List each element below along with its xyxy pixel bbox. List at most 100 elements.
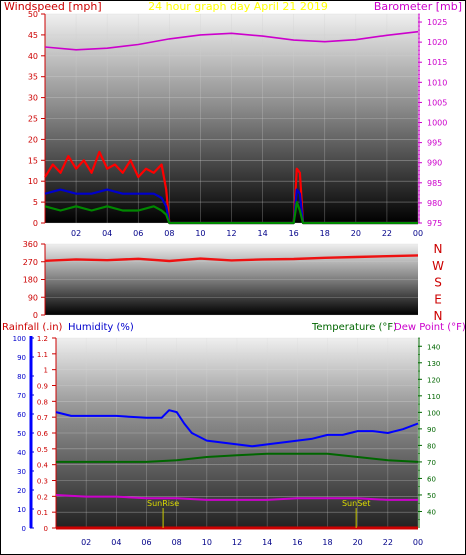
wind_gust-line — [44, 150, 418, 225]
temperature-title: Temperature (°F) — [311, 322, 397, 333]
temperature-axis: 40 50 60 70 80 90 100 110 120 130 140 — [418, 337, 440, 528]
panel-3-time-axis: 02 04 06 08 10 12 14 16 18 20 22 00 — [81, 538, 423, 547]
panel-3-series — [55, 409, 419, 530]
windspeed-tick-label: 25 — [28, 115, 38, 124]
rain-tick-label: 0 — [44, 525, 48, 533]
sunset-label: SunSet — [342, 499, 370, 508]
barometer-tick-label: 1005 — [427, 98, 447, 107]
panel-1-series — [44, 30, 419, 225]
humidity-tick-label: 30 — [17, 468, 26, 476]
time-tick-label: 06 — [133, 229, 143, 238]
time-tick-label: 02 — [81, 538, 91, 547]
windspeed-title: Windspeed [mph] — [4, 0, 102, 13]
direction-tick-label: 360 — [23, 240, 38, 249]
rain-tick-label: 0.7 — [37, 414, 48, 422]
windspeed-tick-label: 30 — [28, 94, 38, 103]
barometer-tick-label: 1015 — [427, 58, 447, 67]
wind_min-line — [44, 201, 418, 225]
barometer-tick-label: 1010 — [427, 78, 447, 87]
panel-3-grid — [56, 337, 419, 529]
windspeed-tick-label: 15 — [28, 156, 38, 165]
rain-tick-label: 0.4 — [37, 462, 49, 470]
temperature-line — [56, 452, 419, 463]
rain-tick-label: 0.1 — [37, 509, 48, 517]
time-tick-label: 10 — [202, 538, 212, 547]
windspeed-tick-label: 0 — [33, 219, 38, 228]
rainfall-axis: 0 0.1 0.2 0.3 0.4 0.5 0.6 0.7 0.8 0.9 1 1.1 1.2 — [37, 335, 57, 533]
windspeed-tick-label: 5 — [33, 198, 38, 207]
time-tick-label: 22 — [383, 538, 393, 547]
compass-label: N — [434, 309, 443, 323]
time-tick-label: 16 — [289, 229, 299, 238]
time-tick-label: 16 — [292, 538, 302, 547]
barometer-tick-label: 1000 — [427, 119, 447, 128]
rain-tick-label: 1.2 — [37, 335, 48, 343]
barometer-tick-label: 975 — [427, 219, 442, 228]
dewpoint-title: Dew Point (°F) — [394, 322, 466, 333]
compass-label: W — [432, 259, 444, 273]
time-tick-label: 18 — [320, 229, 330, 238]
time-tick-label: 12 — [232, 538, 242, 547]
time-tick-label: 10 — [195, 229, 205, 238]
barometer-axis: 975 980 985 990 995 1000 1005 1010 1015 1020 1025 — [418, 13, 447, 228]
panel-1-time-axis: 02 04 06 08 10 12 14 16 18 20 22 00 — [71, 229, 423, 238]
time-tick-label: 00 — [413, 538, 423, 547]
time-tick-label: 22 — [382, 229, 392, 238]
time-tick-label: 20 — [353, 538, 363, 547]
sun-markers: SunRise SunSet — [147, 499, 370, 528]
rain-tick-label: 0.6 — [37, 430, 49, 438]
temperature-tick-label: 80 — [427, 442, 436, 450]
humidity-temperature-panel: 0 0.1 0.2 0.3 0.4 0.5 0.6 0.7 0.8 0.9 1 1.1 1.2 0 10 2… — [13, 335, 441, 547]
barometer-tick-label: 990 — [427, 159, 442, 168]
time-tick-label: 08 — [164, 229, 174, 238]
time-tick-label: 00 — [413, 229, 423, 238]
rain-tick-label: 0.2 — [37, 493, 48, 501]
compass-label: E — [434, 292, 442, 306]
compass-label: N — [434, 242, 443, 256]
temperature-tick-label: 50 — [427, 492, 436, 500]
windspeed-tick-label: 35 — [28, 73, 38, 82]
barometer-tick-label: 980 — [427, 199, 442, 208]
time-tick-label: 12 — [226, 229, 236, 238]
temperature-tick-label: 90 — [427, 426, 436, 434]
rain-tick-label: 0.9 — [37, 383, 48, 391]
barometer-tick-label: 1025 — [427, 18, 447, 27]
humidity-tick-label: 0 — [22, 525, 26, 533]
temperature-tick-label: 40 — [427, 508, 436, 516]
humidity-tick-label: 70 — [17, 392, 26, 400]
humidity-tick-label: 40 — [17, 449, 26, 457]
dewpoint-line — [55, 494, 418, 501]
direction-line — [44, 254, 419, 263]
temperature-tick-label: 110 — [427, 393, 440, 401]
time-tick-label: 04 — [102, 229, 112, 238]
humidity-tick-label: 100 — [13, 335, 26, 343]
panel-2-series — [44, 254, 419, 263]
time-tick-label: 08 — [172, 538, 182, 547]
sunrise-label: SunRise — [147, 499, 179, 508]
time-tick-label: 04 — [111, 538, 121, 547]
direction-tick-label: 0 — [33, 311, 38, 320]
temperature-tick-label: 130 — [427, 360, 440, 368]
humidity-tick-label: 10 — [17, 506, 26, 514]
temperature-tick-label: 140 — [427, 343, 440, 351]
time-tick-label: 20 — [351, 229, 361, 238]
humidity-title: Humidity (%) — [68, 322, 134, 333]
direction-tick-label: 270 — [23, 258, 38, 267]
rain-tick-label: 1 — [44, 367, 48, 375]
humidity-axis: 0 10 20 30 40 50 60 70 80 90 100 — [13, 335, 34, 533]
direction-axis: 0 90 180 270 360 — [23, 240, 46, 320]
windspeed-tick-label: 50 — [28, 10, 38, 19]
barometer-line — [44, 30, 419, 51]
time-tick-label: 18 — [322, 538, 332, 547]
barometer-title: Barometer [mb] — [374, 0, 462, 13]
barometer-tick-label: 1020 — [427, 38, 447, 47]
windspeed-tick-label: 40 — [28, 52, 38, 61]
time-tick-label: 14 — [257, 229, 267, 238]
time-tick-label: 02 — [71, 229, 81, 238]
rain-tick-label: 0.3 — [37, 478, 48, 486]
windspeed-tick-label: 10 — [28, 177, 38, 186]
date-title: 24 hour graph day April 21 2019 — [148, 0, 328, 13]
humidity-tick-label: 20 — [17, 487, 26, 495]
windspeed-axis: 0 5 10 15 20 25 30 35 40 45 50 — [28, 10, 46, 228]
